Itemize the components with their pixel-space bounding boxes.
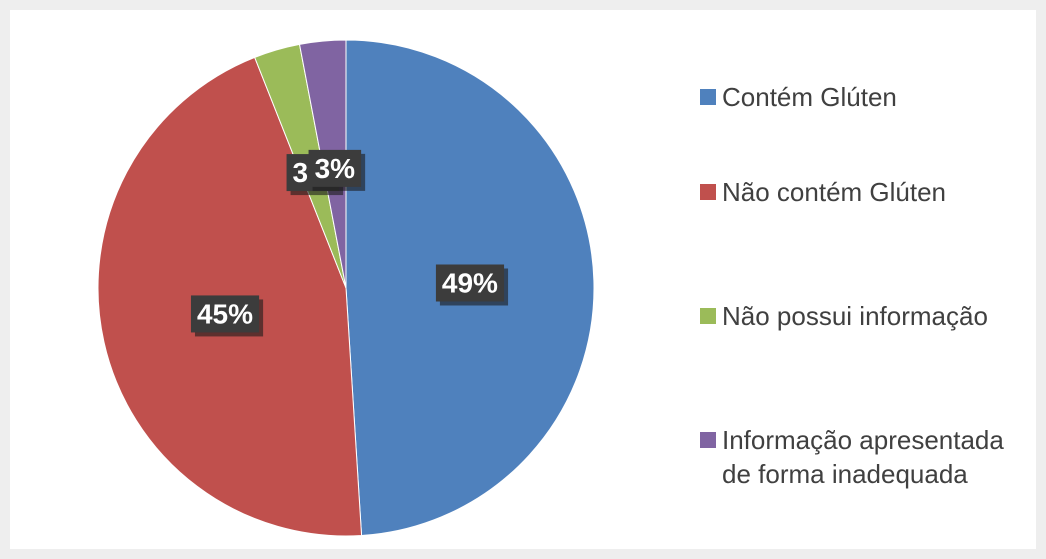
legend-label: Informação apresentada de forma inadequa… (722, 425, 1004, 489)
legend-label: Contém Glúten (722, 82, 897, 112)
legend-entry: Informação apresentada de forma inadequa… (700, 423, 1040, 491)
legend-label: Não contém Glúten (722, 177, 947, 207)
value-label: 3% (315, 153, 356, 184)
value-label-box (435, 264, 505, 302)
legend-swatch (700, 432, 716, 448)
legend-label: Não possui informação (722, 301, 988, 331)
value-label: 49% (442, 267, 498, 298)
legend-entry: Não possui informação (700, 299, 1040, 333)
legend-entry: Não contém Glúten (700, 175, 1040, 209)
value-label: 45% (197, 298, 253, 329)
legend-swatch (700, 89, 716, 105)
legend-swatch (700, 184, 716, 200)
legend-entry: Contém Glúten (700, 80, 1040, 114)
legend-swatch (700, 308, 716, 324)
value-label-box (308, 149, 362, 187)
value-label-box (190, 295, 260, 333)
